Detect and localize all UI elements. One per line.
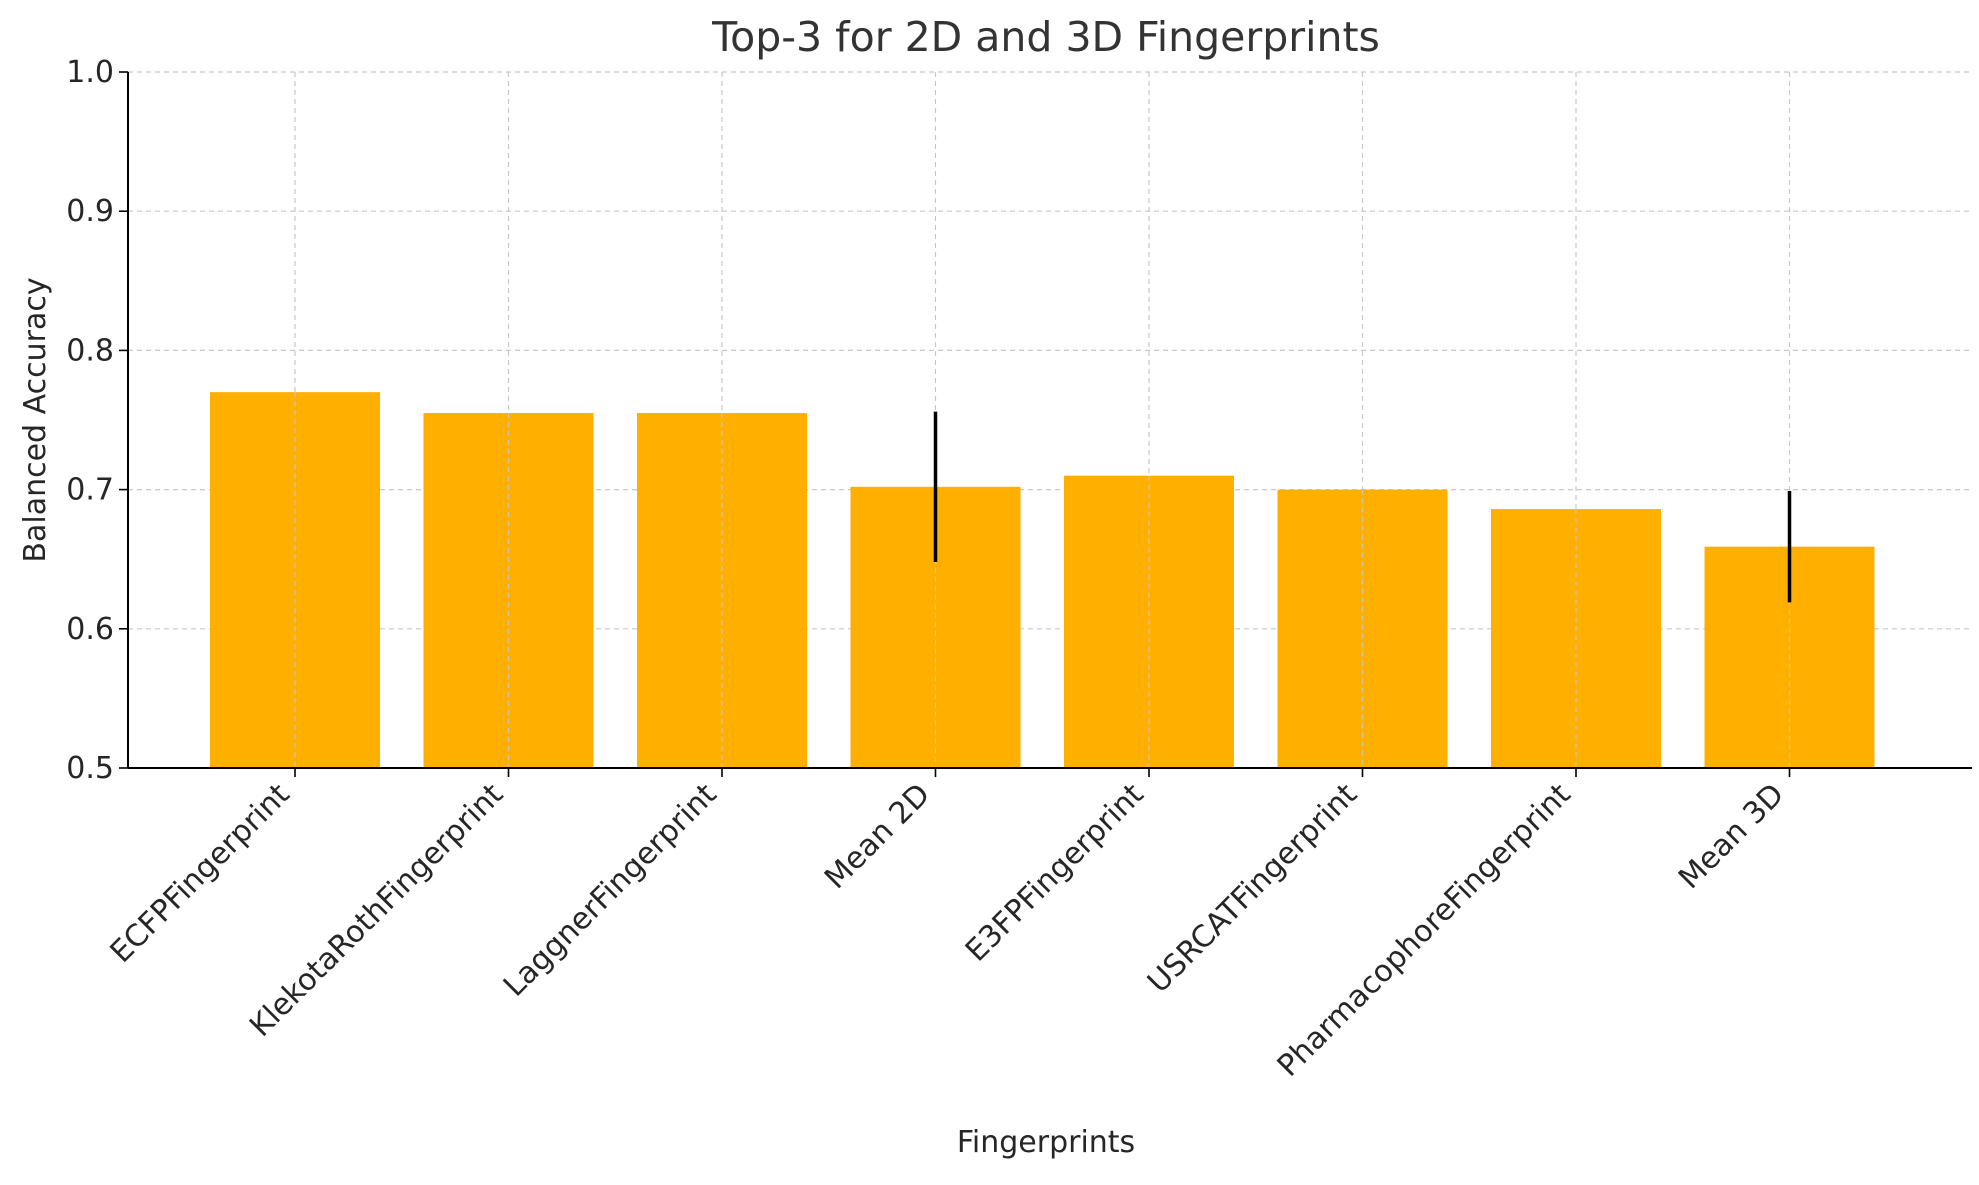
y-tick-label: 0.8 xyxy=(66,333,114,368)
bars xyxy=(210,392,1875,768)
y-tick-label: 0.6 xyxy=(66,612,114,647)
axes xyxy=(119,71,1972,777)
bar xyxy=(210,392,380,768)
error-bars xyxy=(933,411,1792,603)
y-tick-label: 0.7 xyxy=(66,473,114,508)
x-axis-label: Fingerprints xyxy=(957,1125,1135,1160)
chart-title: Top-3 for 2D and 3D Fingerprints xyxy=(711,13,1380,61)
y-tick-label: 0.9 xyxy=(66,194,114,229)
bar xyxy=(637,413,807,768)
y-axis-label: Balanced Accuracy xyxy=(18,277,53,562)
bar xyxy=(423,413,594,768)
y-tick-label: 1.0 xyxy=(66,55,114,90)
y-tick-label: 0.5 xyxy=(66,751,114,786)
